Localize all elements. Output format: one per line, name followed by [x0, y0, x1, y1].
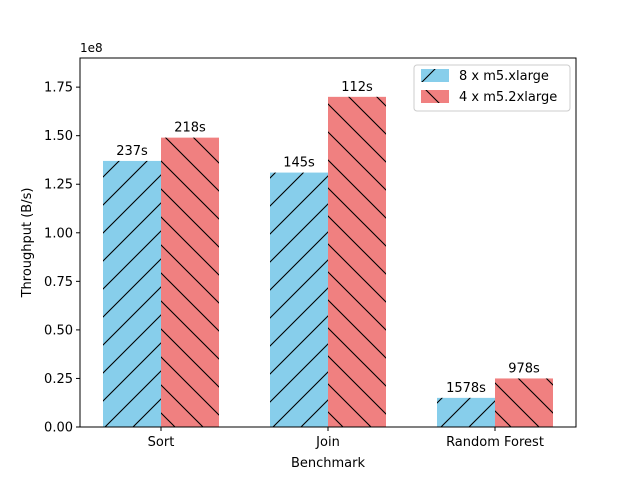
bar-hatch — [161, 137, 219, 427]
bar-hatch — [103, 160, 161, 427]
x-tick-label: Random Forest — [446, 435, 544, 450]
legend-swatch-hatch — [421, 90, 449, 103]
y-tick-label: 0.25 — [44, 372, 73, 387]
y-axis-label: Throughput (B/s) — [20, 188, 35, 299]
bar-hatch — [495, 378, 553, 427]
x-axis-ticks: Sort Join Random Forest — [148, 427, 544, 450]
bar-hatch — [437, 397, 495, 427]
bar-hatch — [270, 172, 328, 427]
y-tick-label: 1.50 — [44, 129, 73, 144]
x-tick-label: Join — [315, 435, 340, 450]
bar-labels-group: 237s 145s 1578s 218s 112s 978s — [116, 80, 540, 396]
y-tick-label: 1.25 — [44, 178, 73, 193]
legend-frame — [413, 64, 571, 112]
y-offset-label: 1e8 — [80, 41, 103, 55]
y-tick-label: 1.75 — [44, 81, 73, 96]
bar-value-label: 145s — [283, 156, 315, 171]
bar-value-label: 978s — [508, 361, 540, 376]
y-axis-ticks: 0.00 0.25 0.50 0.75 1.00 1.25 1.50 1.75 — [44, 81, 80, 436]
legend-swatch-hatch — [421, 69, 449, 82]
legend: 8 x m5.xlarge 4 x m5.2xlarge — [413, 64, 571, 112]
legend-entries: 8 x m5.xlarge 4 x m5.2xlarge — [421, 69, 557, 105]
y-tick-label: 0.00 — [44, 421, 73, 436]
bar-value-label: 218s — [174, 121, 206, 136]
bars-group — [103, 96, 553, 427]
y-tick-label: 0.75 — [44, 275, 73, 290]
bar-value-label: 1578s — [446, 381, 486, 396]
plot-frame — [79, 57, 577, 428]
x-axis-label: Benchmark — [291, 456, 366, 471]
bar-value-label: 237s — [116, 144, 148, 159]
legend-label: 4 x m5.2xlarge — [459, 90, 557, 105]
y-tick-label: 0.50 — [44, 323, 73, 338]
bar-hatch — [328, 96, 386, 427]
y-tick-label: 1.00 — [44, 226, 73, 241]
legend-label: 8 x m5.xlarge — [459, 69, 549, 84]
bar-value-label: 112s — [341, 80, 373, 95]
x-tick-label: Sort — [148, 435, 175, 450]
